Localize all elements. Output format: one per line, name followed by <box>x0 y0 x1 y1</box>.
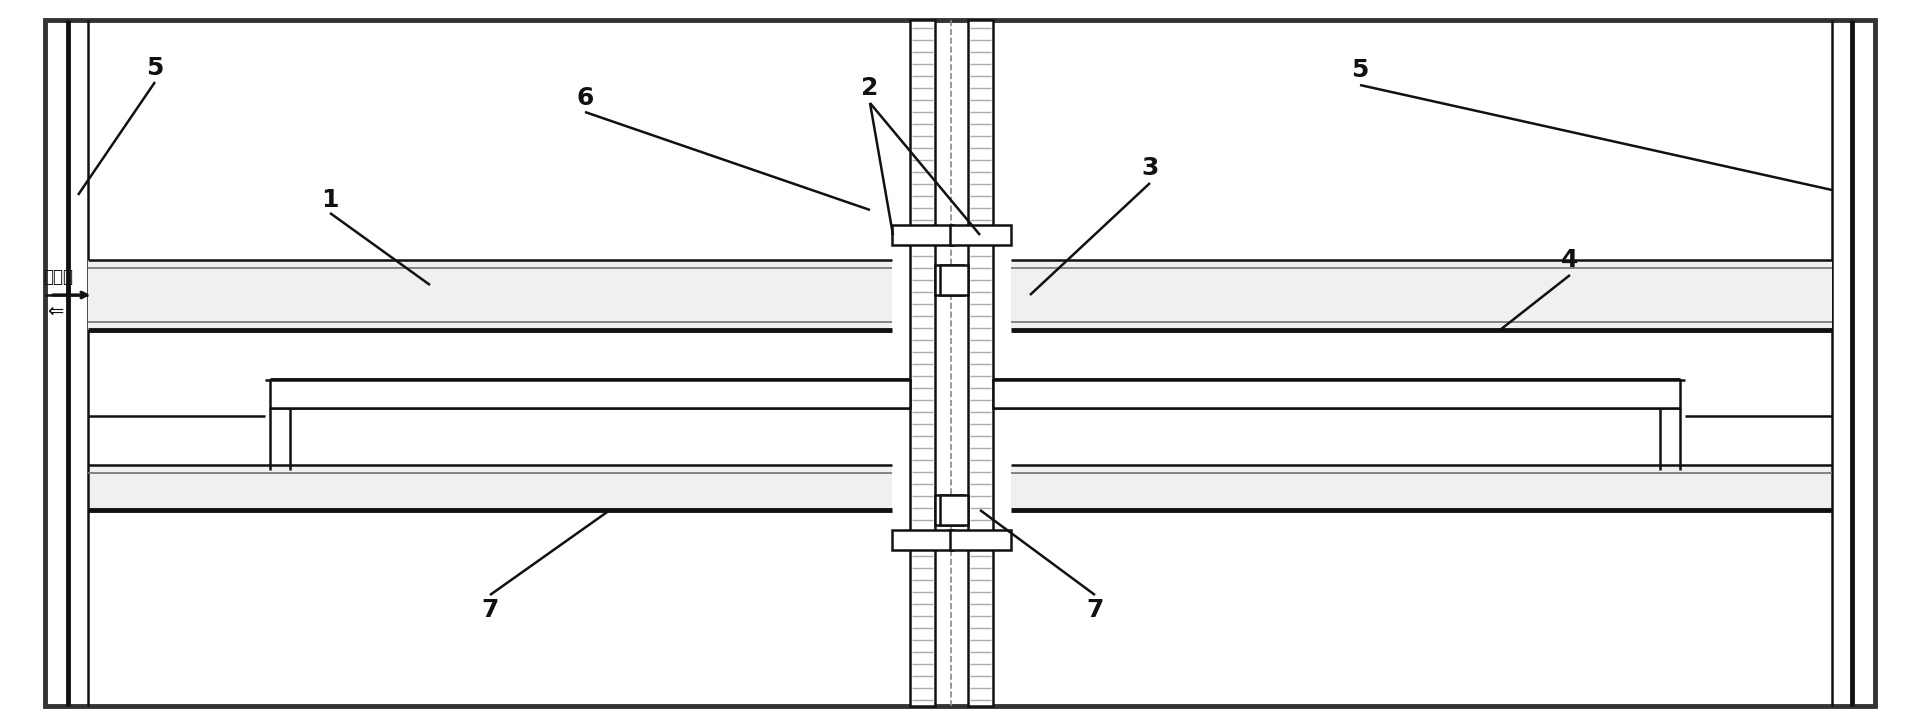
Bar <box>88 260 893 330</box>
Text: 6: 6 <box>576 86 593 110</box>
Bar <box>935 265 964 295</box>
Text: 5: 5 <box>1352 58 1369 82</box>
Bar <box>1012 260 1832 330</box>
Text: 3: 3 <box>1140 156 1158 180</box>
Bar <box>950 225 1012 245</box>
Text: 1: 1 <box>321 188 338 212</box>
Bar <box>935 495 964 525</box>
Bar <box>968 20 993 706</box>
Bar <box>88 465 893 510</box>
Text: 2: 2 <box>862 76 879 100</box>
Bar <box>893 225 952 245</box>
Bar <box>910 20 935 706</box>
Bar <box>941 265 968 295</box>
Text: 7: 7 <box>482 598 499 622</box>
Bar <box>1012 465 1832 510</box>
Text: 7: 7 <box>1087 598 1104 622</box>
Text: 4: 4 <box>1561 248 1578 272</box>
Text: 进出口: 进出口 <box>42 268 73 286</box>
Bar <box>993 380 1680 408</box>
Bar <box>941 495 968 525</box>
Bar <box>950 530 1012 550</box>
Bar <box>271 380 910 408</box>
Bar <box>893 530 952 550</box>
Text: 5: 5 <box>146 56 163 80</box>
Text: ⇐: ⇐ <box>46 301 63 320</box>
